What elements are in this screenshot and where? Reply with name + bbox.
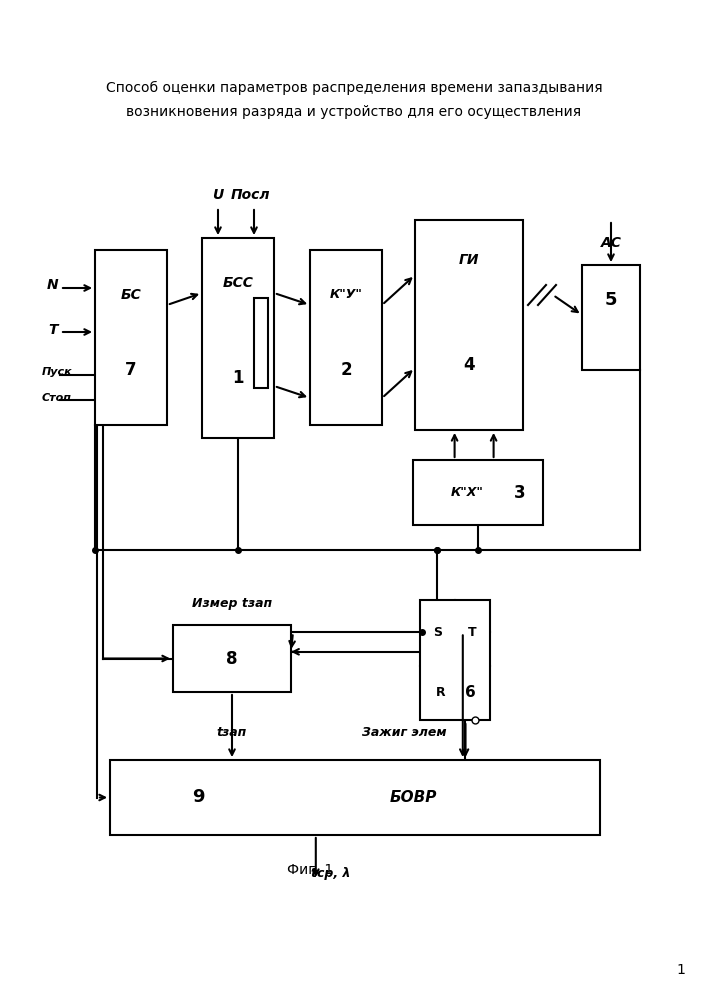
Text: tср, λ: tср, λ <box>311 866 350 880</box>
Bar <box>254 298 268 388</box>
Text: 8: 8 <box>226 650 238 668</box>
Text: Стоп: Стоп <box>42 393 72 403</box>
Bar <box>310 250 382 425</box>
Text: 6: 6 <box>465 685 476 700</box>
Text: Измер tзап: Измер tзап <box>192 596 272 609</box>
Text: T: T <box>49 323 58 337</box>
Bar <box>173 625 291 692</box>
Bar <box>202 238 274 438</box>
Bar <box>413 460 543 525</box>
Text: АС: АС <box>600 236 621 250</box>
Text: 2: 2 <box>340 361 352 379</box>
Text: N: N <box>47 278 58 292</box>
Text: Фиг. 1: Фиг. 1 <box>287 863 333 877</box>
Text: 4: 4 <box>463 356 475 374</box>
Text: БОВР: БОВР <box>390 790 438 805</box>
Text: Пуск: Пуск <box>42 367 73 377</box>
Text: БС: БС <box>121 288 141 302</box>
Text: 3: 3 <box>514 484 525 502</box>
Text: S: S <box>433 626 442 639</box>
Text: возникновения разряда и устройство для его осуществления: возникновения разряда и устройство для е… <box>127 105 582 119</box>
Text: tзап: tзап <box>217 726 247 738</box>
Text: Способ оценки параметров распределения времени запаздывания: Способ оценки параметров распределения в… <box>105 81 602 95</box>
Text: 1: 1 <box>676 963 685 977</box>
Text: ГИ: ГИ <box>459 253 479 267</box>
Text: 5: 5 <box>604 291 617 309</box>
Text: T: T <box>468 626 477 639</box>
Text: Зажиг элем: Зажиг элем <box>362 726 446 738</box>
Text: 7: 7 <box>125 361 137 379</box>
Text: 9: 9 <box>192 788 204 806</box>
Bar <box>420 600 490 720</box>
Bar <box>95 250 167 425</box>
Text: К"У": К"У" <box>329 288 363 302</box>
Bar <box>415 220 523 430</box>
Text: 1: 1 <box>233 369 244 387</box>
Bar <box>110 760 600 835</box>
Text: R: R <box>436 686 446 699</box>
Text: Посл: Посл <box>230 188 270 202</box>
Text: К"Х": К"Х" <box>451 486 484 499</box>
Bar <box>582 265 640 370</box>
Text: БСС: БСС <box>223 276 253 290</box>
Text: U: U <box>212 188 223 202</box>
